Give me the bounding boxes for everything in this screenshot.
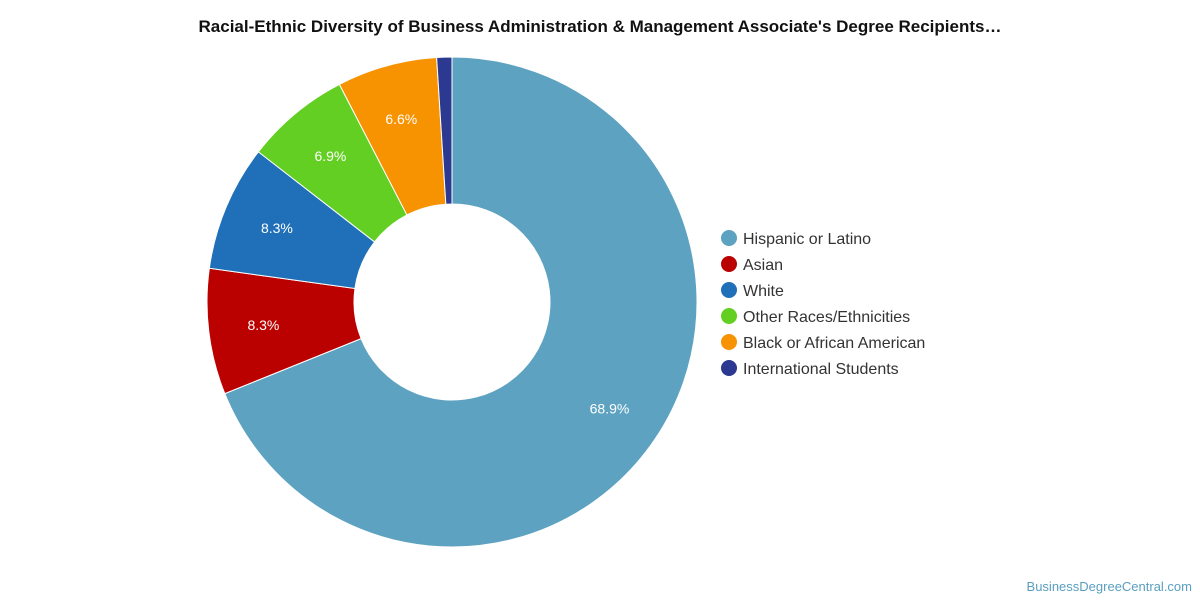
legend-label: Other Races/Ethnicities <box>743 309 910 326</box>
slice-international-students[interactable] <box>436 56 453 205</box>
legend-swatch <box>721 334 737 350</box>
legend-item[interactable]: White <box>721 282 784 300</box>
legend: Hispanic or Latino Asian White Other Races/… <box>721 230 925 378</box>
legend-label: Black or African American <box>743 335 925 352</box>
legend-swatch <box>721 256 737 272</box>
legend-label: Hispanic or Latino <box>743 231 871 248</box>
slice-label: 6.6% <box>385 111 417 127</box>
legend-item[interactable]: Black or African American <box>721 334 925 352</box>
slice-label: 6.9% <box>314 148 346 164</box>
legend-item[interactable]: Asian <box>721 256 783 274</box>
slice-hispanic-or-latino[interactable] <box>224 56 698 548</box>
legend-label: Asian <box>743 257 783 274</box>
legend-swatch <box>721 282 737 298</box>
slice-label: 68.9% <box>590 400 630 416</box>
slice-label: 8.3% <box>261 220 293 236</box>
legend-swatch <box>721 308 737 324</box>
watermark: BusinessDegreeCentral.com <box>1026 579 1192 594</box>
legend-label: International Students <box>743 361 899 378</box>
chart-title: Racial-Ethnic Diversity of Business Admi… <box>198 17 1002 36</box>
legend-item[interactable]: Other Races/Ethnicities <box>721 308 910 326</box>
legend-item[interactable]: International Students <box>721 360 899 378</box>
legend-swatch <box>721 230 737 246</box>
legend-item[interactable]: Hispanic or Latino <box>721 230 871 248</box>
slice-labels: 68.9% 8.3% 8.3% 6.9% 6.6% <box>247 111 629 416</box>
legend-swatch <box>721 360 737 376</box>
legend-label: White <box>743 283 784 300</box>
donut-slices <box>206 56 698 548</box>
slice-label: 8.3% <box>247 317 279 333</box>
